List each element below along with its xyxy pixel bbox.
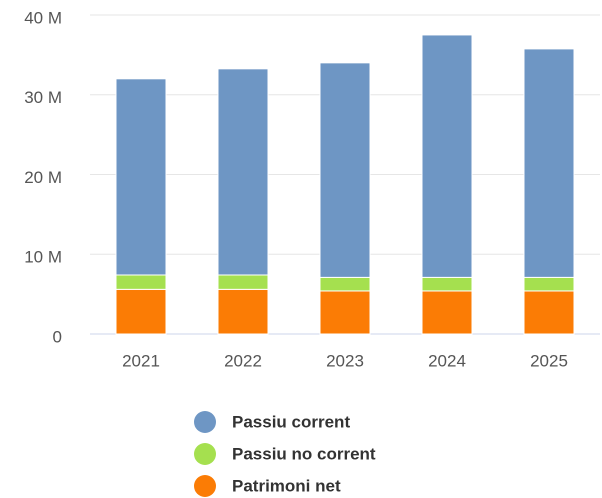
bar-segment — [319, 62, 371, 278]
legend-label: Passiu no corrent — [232, 444, 376, 463]
y-tick-label: 10 M — [24, 248, 62, 267]
x-tick-label: 2024 — [428, 351, 466, 370]
bar-segment — [115, 78, 167, 276]
bar-segment — [523, 290, 575, 335]
legend-label: Patrimoni net — [232, 476, 341, 495]
bar-segment — [523, 276, 575, 292]
bar-segment — [115, 274, 167, 290]
legend-marker — [194, 411, 216, 433]
bar-segment — [523, 48, 575, 278]
y-tick-label: 0 — [53, 327, 62, 346]
bar-segment — [217, 68, 269, 276]
bar-segment — [319, 276, 371, 292]
y-tick-label: 40 M — [24, 8, 62, 27]
legend-marker — [194, 475, 216, 497]
x-tick-label: 2022 — [224, 351, 262, 370]
bar-segment — [115, 288, 167, 335]
bar-segment — [421, 34, 473, 278]
bar-segment — [421, 276, 473, 292]
x-tick-label: 2021 — [122, 351, 160, 370]
bar-segment — [421, 290, 473, 335]
legend-label: Passiu corrent — [232, 412, 350, 431]
bar-segment — [217, 274, 269, 290]
x-tick-label: 2023 — [326, 351, 364, 370]
legend-marker — [194, 443, 216, 465]
bar-segment — [217, 288, 269, 335]
bar-segment — [319, 290, 371, 335]
y-tick-label: 30 M — [24, 88, 62, 107]
x-tick-label: 2025 — [530, 351, 568, 370]
y-tick-label: 20 M — [24, 168, 62, 187]
